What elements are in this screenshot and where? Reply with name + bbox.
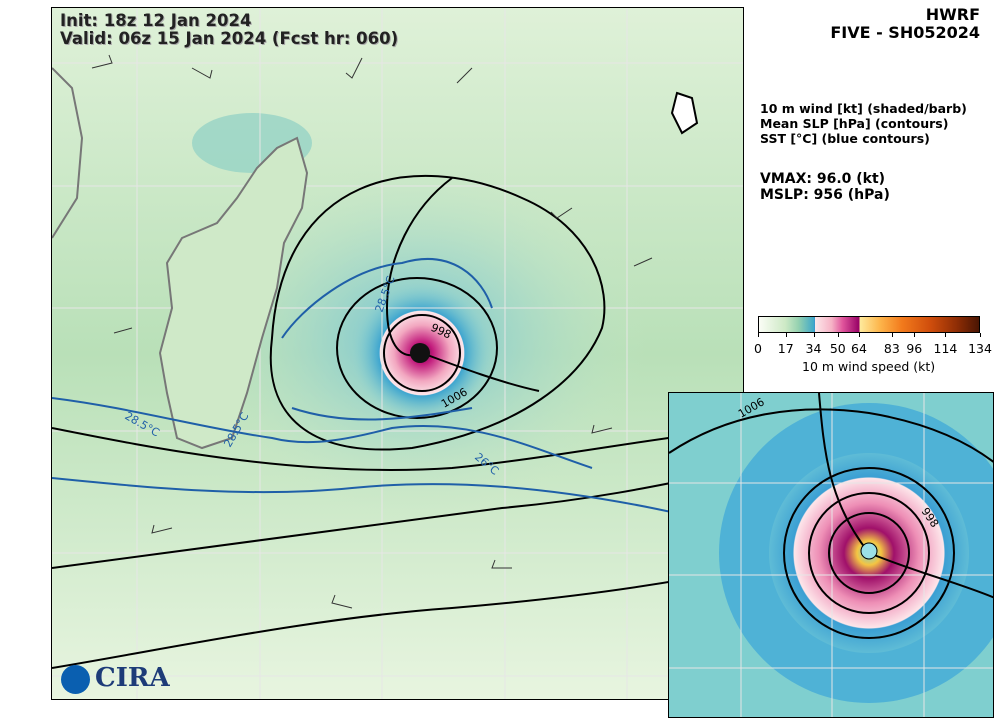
inset-grid [669, 393, 993, 717]
colorbar-tick-label: 83 [883, 341, 900, 356]
colorbar-tick-mark [859, 333, 860, 337]
colorbar-tick-label: 0 [754, 341, 762, 356]
legend-wind: 10 m wind [kt] (shaded/barb) [760, 101, 967, 116]
map-canvas: 28.5°C 28.5°C 28.5°C 26°C 998 1006 [52, 8, 743, 699]
colorbar-tick-label: 64 [851, 341, 867, 356]
mslp-value: MSLP: 956 (hPa) [760, 187, 890, 203]
colorbar-tick-label: 134 [968, 341, 992, 356]
colorbar-tick-mark [785, 333, 787, 337]
cira-logo: CIRA [95, 663, 170, 693]
colorbar-label: 10 m wind speed (kt) [802, 359, 936, 374]
colorbar-tick-label: 50 [829, 341, 846, 356]
model-name: HWRF [925, 5, 980, 24]
madagascar-landmass [158, 136, 309, 450]
lat-lon-grid [52, 8, 743, 699]
main-map: 28.5°C 28.5°C 28.5°C 26°C 998 1006 CIRA [51, 7, 744, 700]
colorbar-tick-mark [813, 333, 815, 337]
island-mauritius-area [670, 91, 699, 135]
legend-slp: Mean SLP [hPa] (contours) [760, 116, 949, 131]
storm-zoom-inset: 1006 998 [668, 392, 994, 718]
africa-coastline [52, 67, 84, 239]
colorbar-tick-mark [891, 333, 893, 337]
colorbar-tick-label: 114 [933, 341, 958, 356]
init-time: Init: 18z 12 Jan 2024 [60, 11, 252, 30]
colorbar-tick-mark [758, 333, 759, 337]
colorbar-tick-mark [837, 333, 839, 337]
colorbar-tick-mark [945, 333, 947, 337]
storm-name: FIVE - SH052024 [830, 23, 980, 42]
vmax-value: VMAX: 96.0 (kt) [760, 171, 886, 187]
noaa-logo [61, 665, 90, 694]
colorbar-tick-label: 34 [805, 341, 822, 356]
colorbar-tick-label: 17 [777, 341, 794, 356]
storm-eye [410, 343, 430, 363]
inset-slp-contours [669, 393, 993, 639]
colorbar-tick-mark [980, 333, 981, 337]
inset-canvas: 1006 998 [669, 393, 993, 717]
valid-time: Valid: 06z 15 Jan 2024 (Fcst hr: 060) [60, 29, 399, 48]
colorbar-tick-mark [914, 333, 916, 337]
colorbar-tick-label: 96 [906, 341, 923, 356]
wind-speed-colorbar [758, 316, 980, 333]
inset-storm-eye [860, 542, 878, 560]
legend-sst: SST [°C] (blue contours) [760, 131, 930, 146]
